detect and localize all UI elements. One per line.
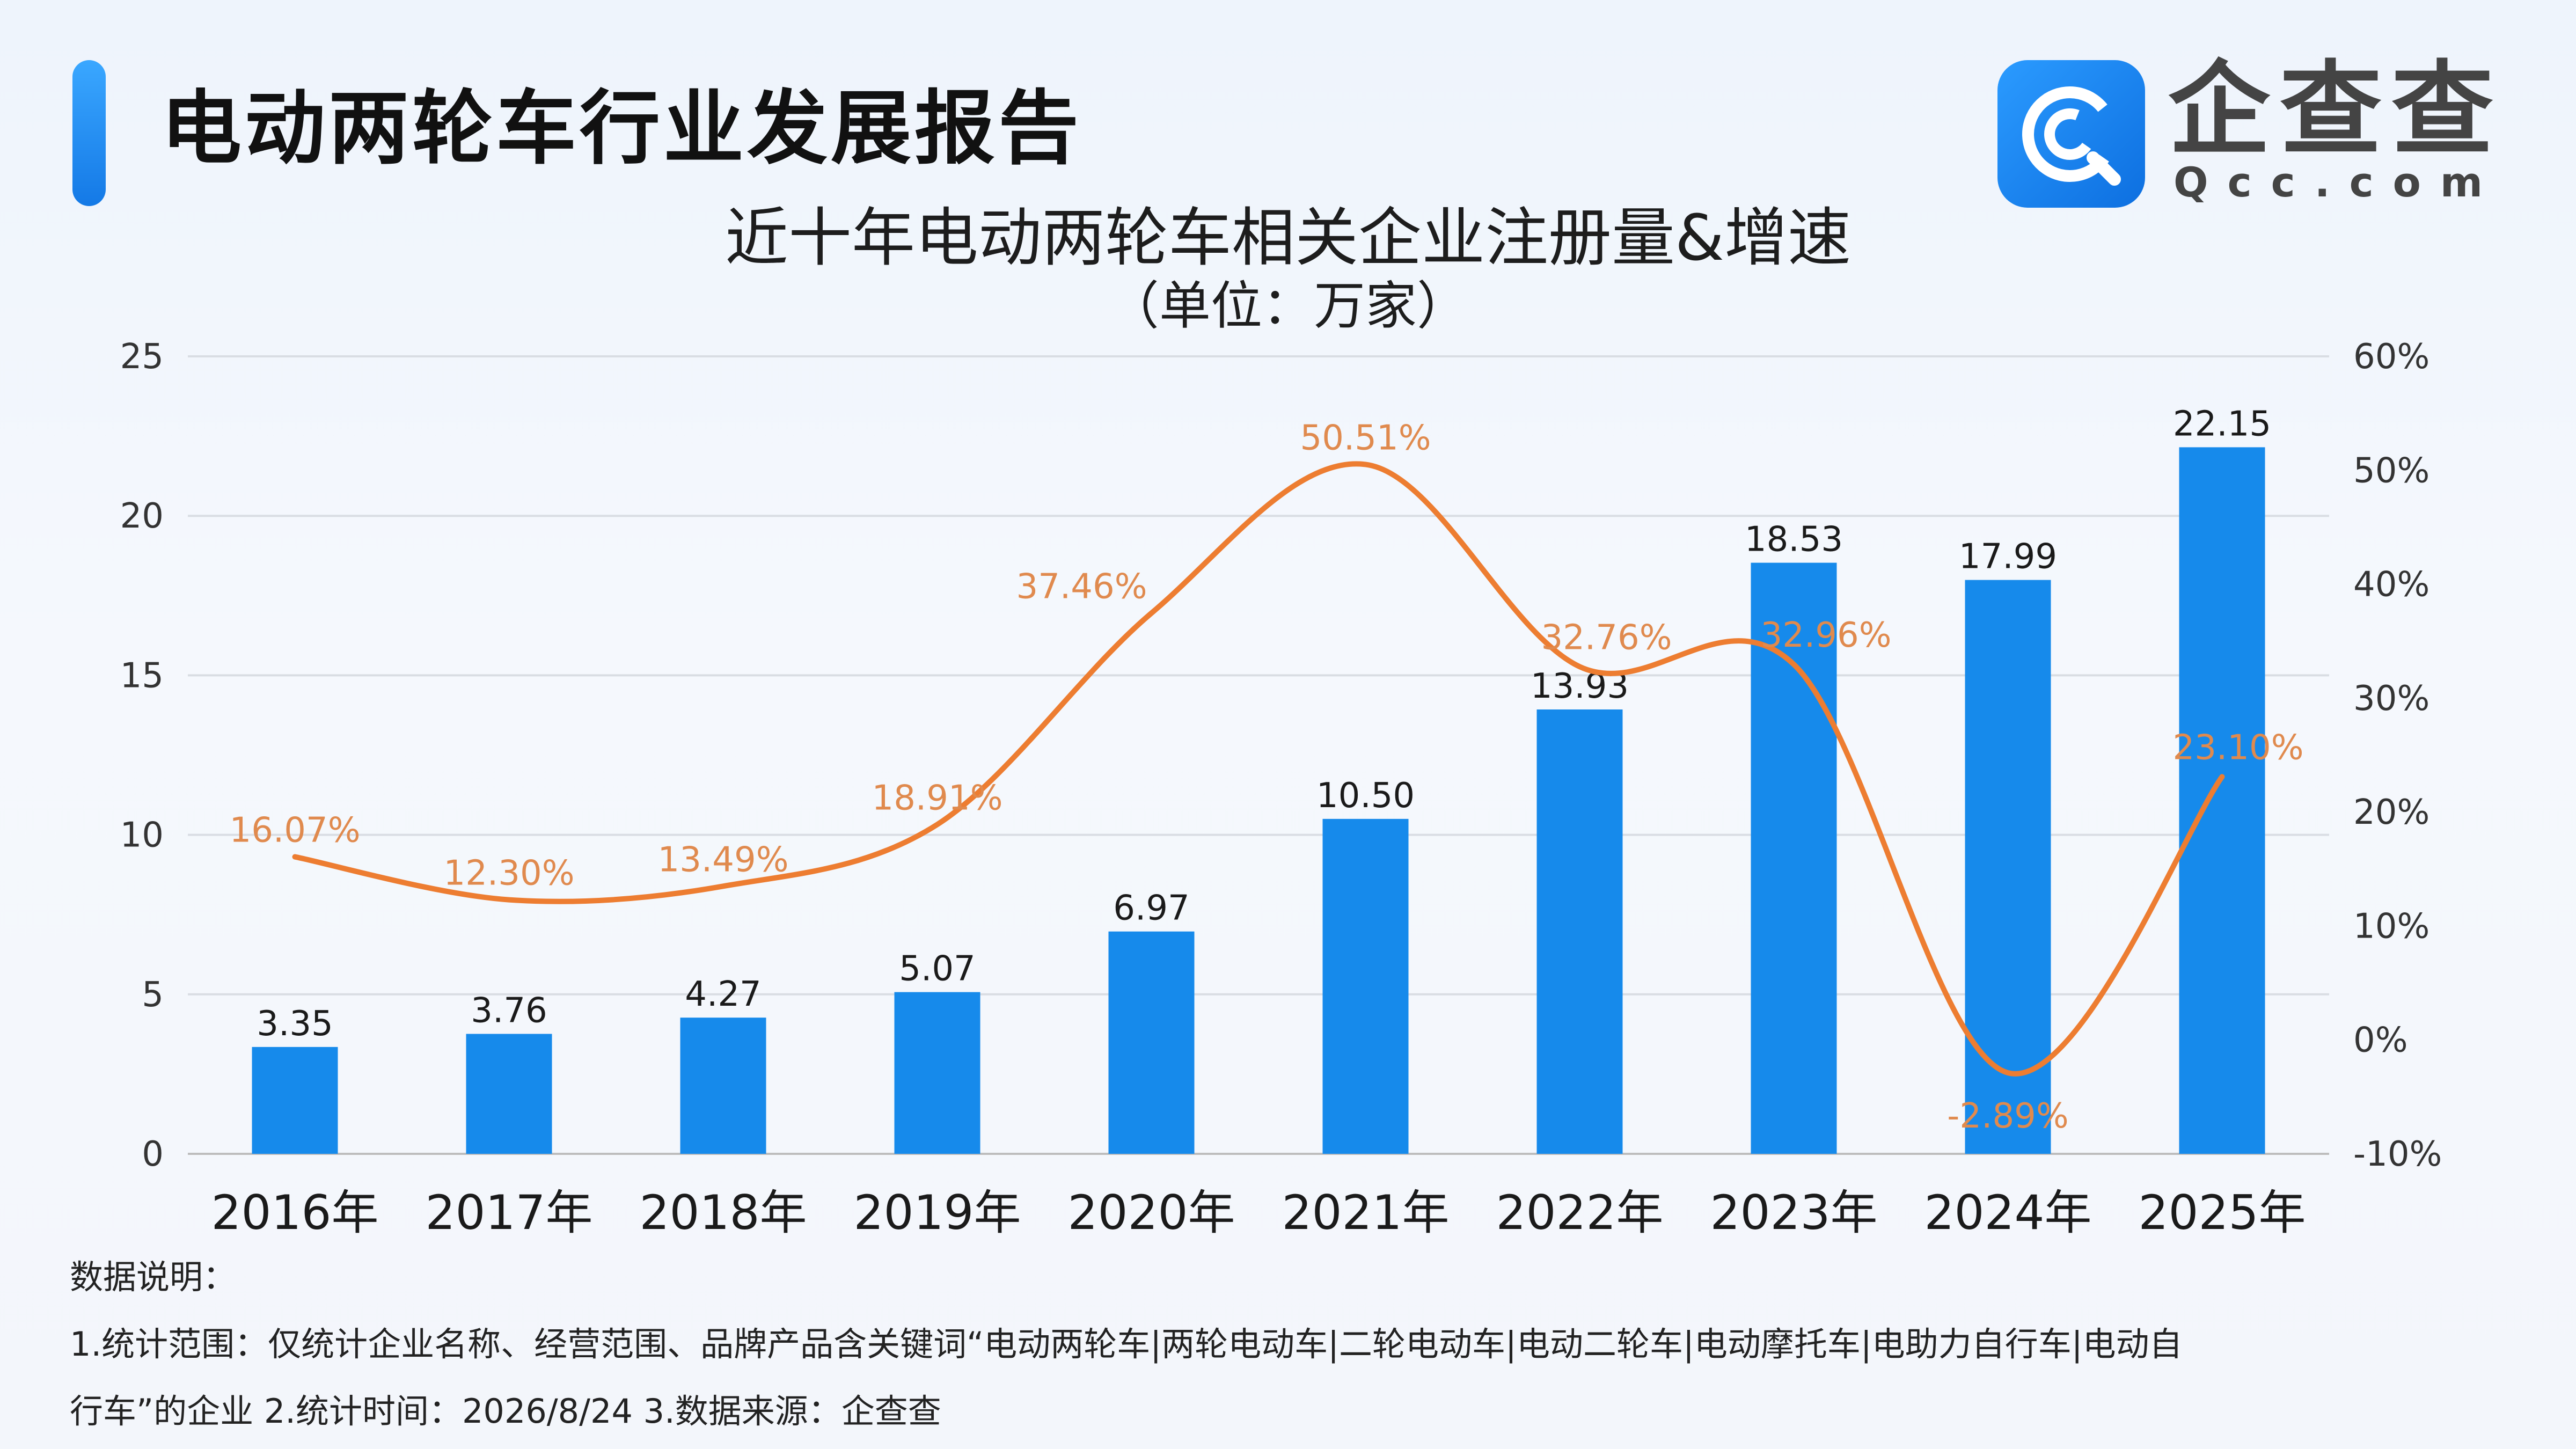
bar-value-label: 10.50 xyxy=(1316,776,1415,816)
bar xyxy=(466,1034,552,1154)
line-value-label: -2.89% xyxy=(1947,1096,2068,1136)
line-value-label: 32.76% xyxy=(1541,618,1672,657)
x-tick-label: 2025年 xyxy=(2139,1185,2306,1240)
qcc-logo-icon xyxy=(2022,86,2121,186)
y-right-tick-label: 50% xyxy=(2353,451,2429,491)
y-right-tick-label: 10% xyxy=(2353,906,2429,946)
line-value-label: 50.51% xyxy=(1300,418,1431,458)
bar xyxy=(1536,709,1623,1154)
report-title: 电动两轮车行业发展报告 xyxy=(161,82,1082,175)
bar-value-label: 3.35 xyxy=(257,1004,333,1044)
bar xyxy=(252,1046,338,1154)
x-tick-label: 2024年 xyxy=(1924,1185,2092,1240)
notes-title: 数据说明： xyxy=(70,1257,237,1297)
bar-value-label: 6.97 xyxy=(1113,889,1190,928)
bar-value-label: 5.07 xyxy=(899,949,976,989)
bar-value-label: 22.15 xyxy=(2173,404,2271,444)
bar-value-label: 17.99 xyxy=(1959,537,2057,577)
y-right-tick-label: 30% xyxy=(2353,679,2429,719)
line-value-label: 23.10% xyxy=(2172,728,2303,767)
y-left-tick-label: 25 xyxy=(120,337,164,377)
line-value-label: 37.46% xyxy=(1016,567,1147,606)
x-tick-label: 2018年 xyxy=(640,1185,807,1240)
bar-value-label: 18.53 xyxy=(1745,520,1843,560)
y-left-tick-label: 5 xyxy=(142,975,164,1015)
brand-domain: Qcc.com xyxy=(2174,158,2502,206)
bar xyxy=(894,992,980,1154)
bar xyxy=(1322,818,1409,1154)
chart-subtitle: （单位：万家） xyxy=(1108,276,1468,336)
x-tick-label: 2023年 xyxy=(1710,1185,1878,1240)
brand-logo xyxy=(1997,60,2145,208)
bar xyxy=(680,1018,766,1154)
line-value-label: 18.91% xyxy=(872,778,1002,818)
y-left-tick-label: 20 xyxy=(120,496,164,536)
bar xyxy=(1965,580,2051,1154)
bar-value-label: 4.27 xyxy=(685,975,762,1014)
x-tick-label: 2019年 xyxy=(854,1185,1021,1240)
x-tick-label: 2022年 xyxy=(1496,1185,1664,1240)
x-tick-label: 2021年 xyxy=(1282,1185,1450,1240)
bar-value-label: 3.76 xyxy=(471,991,547,1031)
bar xyxy=(2179,447,2265,1154)
x-tick-label: 2020年 xyxy=(1068,1185,1235,1240)
growth-rate-line xyxy=(292,461,2225,1077)
line-value-label: 12.30% xyxy=(443,854,574,894)
line-value-label: 16.07% xyxy=(229,811,360,851)
title-accent-bar xyxy=(72,60,106,206)
line-value-label: 32.96% xyxy=(1760,616,1891,655)
x-tick-label: 2017年 xyxy=(426,1185,593,1240)
brand-name: 企查查 xyxy=(2168,50,2504,169)
line-value-label: 13.49% xyxy=(657,840,788,880)
y-right-tick-label: 0% xyxy=(2353,1021,2408,1060)
y-left-tick-label: 10 xyxy=(120,816,164,855)
y-right-tick-label: 60% xyxy=(2353,337,2429,377)
notes-line-2: 行车”的企业 2.统计时间：2026/8/24 3.数据来源：企查查 xyxy=(70,1392,941,1431)
y-left-tick-label: 15 xyxy=(120,656,164,696)
y-right-tick-label: 20% xyxy=(2353,793,2429,832)
y-right-tick-label: 40% xyxy=(2353,565,2429,605)
y-right-tick-label: -10% xyxy=(2353,1135,2442,1174)
x-tick-label: 2016年 xyxy=(211,1185,379,1240)
notes-line-1: 1.统计范围：仅统计企业名称、经营范围、品牌产品含关键词“电动两轮车|两轮电动车… xyxy=(70,1324,2183,1364)
y-left-tick-label: 0 xyxy=(142,1135,164,1174)
chart-title: 近十年电动两轮车相关企业注册量&增速 xyxy=(724,201,1851,275)
bar xyxy=(1108,931,1195,1154)
